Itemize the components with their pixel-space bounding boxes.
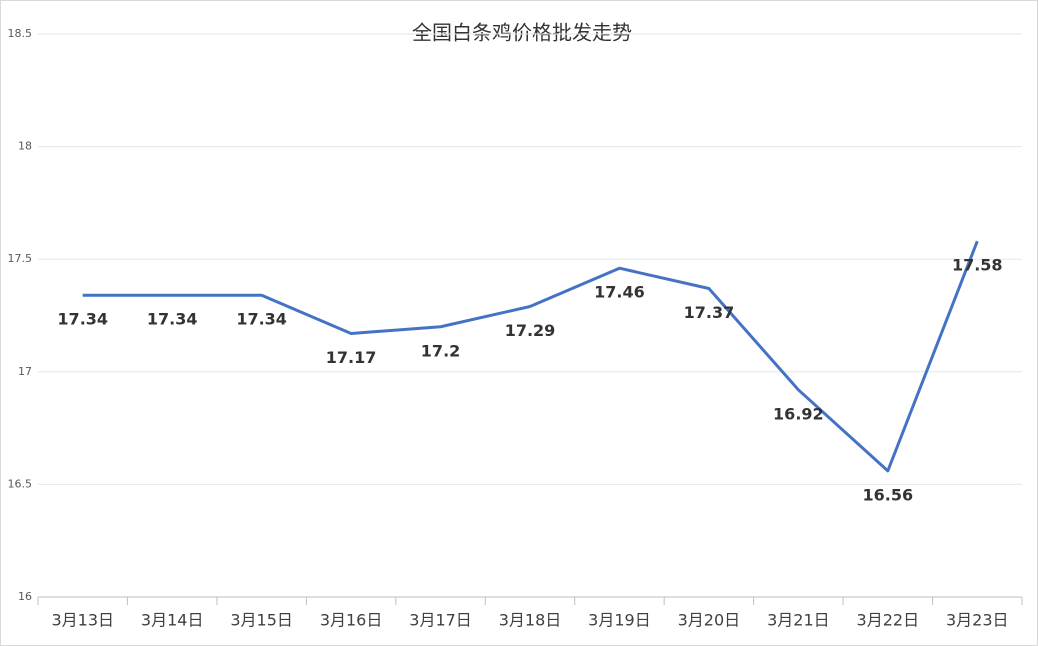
data-label: 17.2 bbox=[421, 341, 460, 360]
x-tick-label: 3月22日 bbox=[857, 611, 920, 630]
y-tick-label: 17 bbox=[18, 365, 32, 378]
data-label: 17.29 bbox=[505, 321, 556, 340]
data-label: 17.34 bbox=[236, 310, 287, 329]
x-tick-label: 3月18日 bbox=[499, 611, 562, 630]
x-tick-label: 3月13日 bbox=[51, 611, 114, 630]
data-label: 17.46 bbox=[594, 283, 645, 302]
x-tick-label: 3月15日 bbox=[230, 611, 293, 630]
x-tick-label: 3月16日 bbox=[320, 611, 383, 630]
y-tick-label: 18.5 bbox=[8, 27, 33, 40]
y-tick-label: 16 bbox=[18, 590, 32, 603]
x-tick-label: 3月23日 bbox=[946, 611, 1009, 630]
x-tick-label: 3月20日 bbox=[678, 611, 741, 630]
x-tick-label: 3月17日 bbox=[409, 611, 472, 630]
line-series bbox=[82, 240, 979, 473]
x-tick-label: 3月19日 bbox=[588, 611, 651, 630]
y-tick-label: 16.5 bbox=[8, 477, 33, 490]
data-label: 17.34 bbox=[57, 310, 108, 329]
data-label: 16.56 bbox=[863, 485, 914, 504]
chart-title: 全国白条鸡价格批发走势 bbox=[412, 21, 632, 45]
y-tick-label: 18 bbox=[18, 140, 32, 153]
y-tick-label: 17.5 bbox=[8, 252, 33, 265]
x-tick-label: 3月21日 bbox=[767, 611, 830, 630]
data-label: 17.58 bbox=[952, 256, 1003, 275]
data-label: 17.17 bbox=[326, 348, 377, 367]
data-label: 17.37 bbox=[684, 303, 735, 322]
x-tick-label: 3月14日 bbox=[141, 611, 204, 630]
data-label: 17.34 bbox=[147, 310, 198, 329]
data-label: 16.92 bbox=[773, 404, 824, 423]
